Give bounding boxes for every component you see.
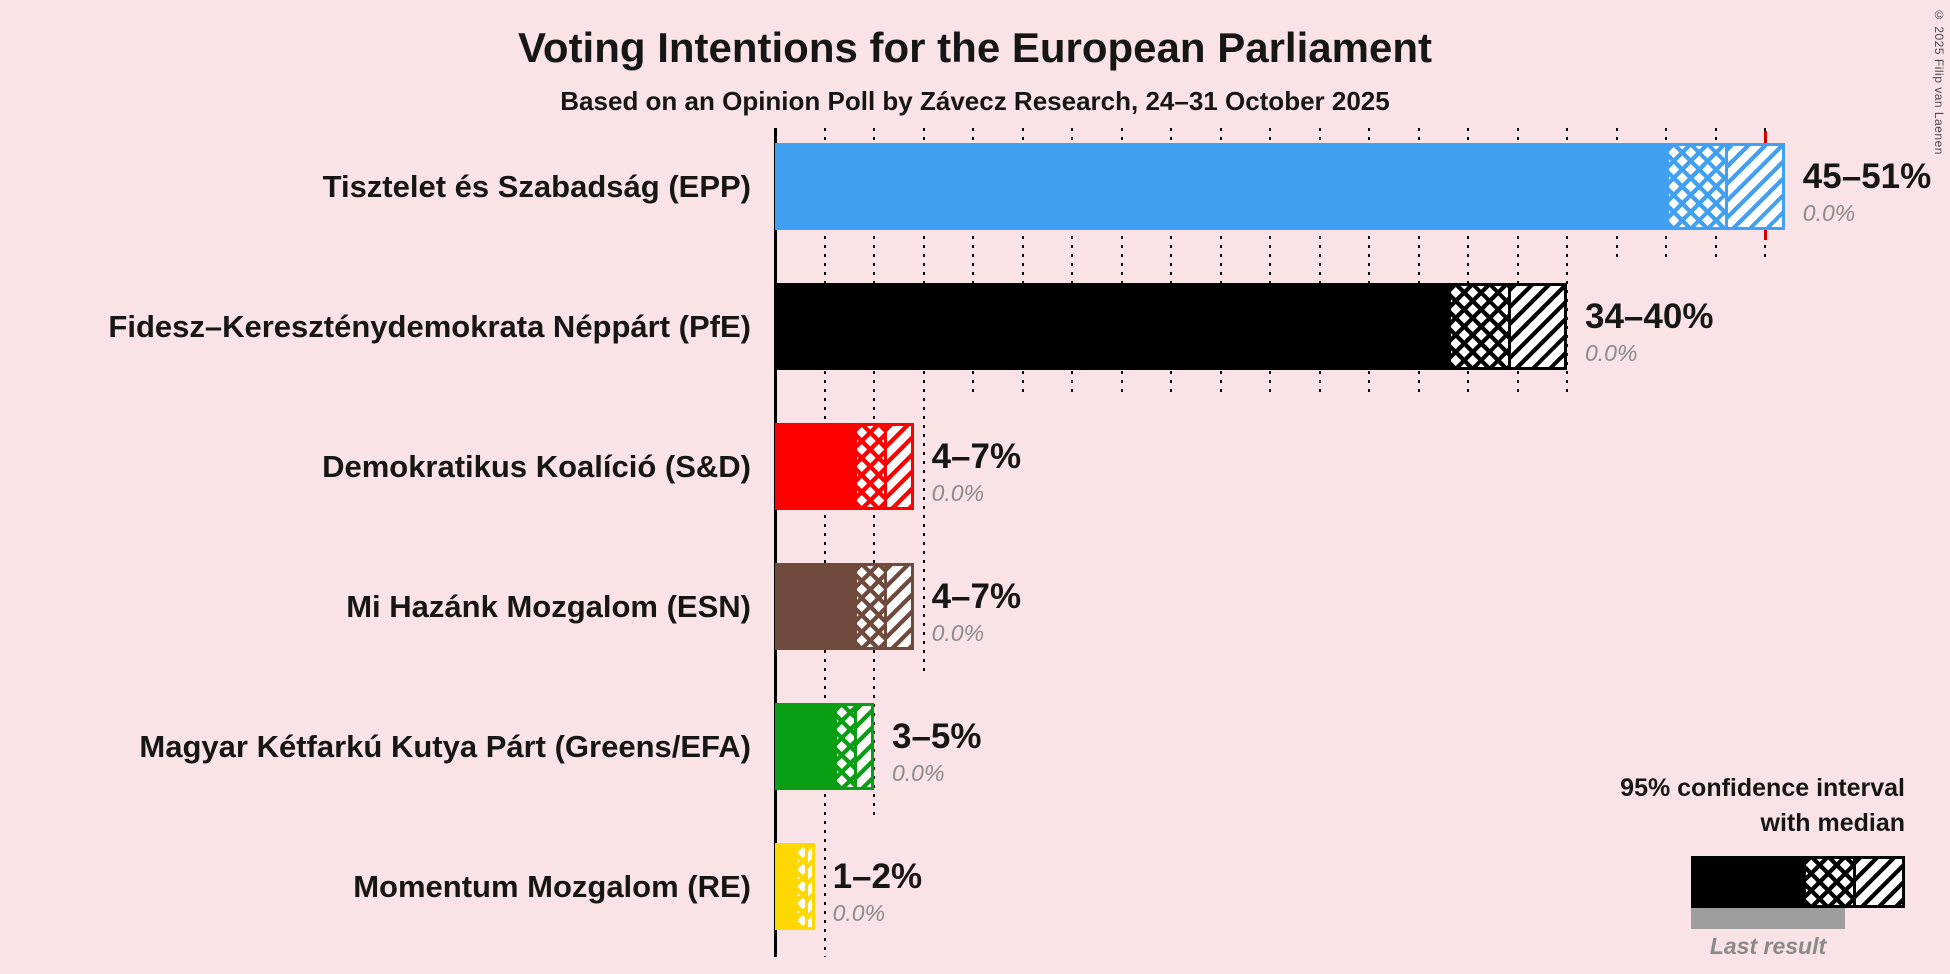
legend-upper-hatch: [1856, 859, 1902, 905]
legend-lower-hatch: [1806, 859, 1856, 905]
range-label: 4–7%: [931, 577, 1022, 616]
ci-upper-half-hatch: [886, 426, 911, 507]
ci-upper-half-hatch: [1510, 286, 1564, 367]
gridline: [1417, 128, 1420, 397]
legend-ci-text: 95% confidence interval with median: [1620, 771, 1905, 841]
last-result-value: 0.0%: [892, 760, 945, 786]
bar-solid-segment: [775, 283, 1449, 370]
ci-upper-half-hatch: [857, 706, 871, 787]
ci-upper-half-hatch: [886, 566, 911, 647]
bar-confidence-interval: [1666, 143, 1785, 230]
bar-confidence-interval: [854, 423, 914, 510]
legend-ci-hatch-box: [1803, 856, 1905, 908]
party-label: Momentum Mozgalom (RE): [353, 869, 751, 904]
legend-last-result-bar: [1691, 908, 1845, 929]
gridline: [1516, 128, 1519, 397]
gridline: [1368, 128, 1370, 397]
range-label: 34–40%: [1585, 297, 1714, 336]
legend-ci-line2: with median: [1760, 809, 1905, 837]
ci-upper-half-hatch: [1728, 146, 1782, 227]
bar-confidence-interval: [834, 703, 874, 790]
party-label: Tisztelet és Szabadság (EPP): [322, 169, 751, 204]
ci-lower-half-hatch: [1451, 286, 1511, 367]
gridline: [1318, 128, 1321, 397]
legend-ci-bar: [1691, 856, 1905, 908]
ci-upper-half-hatch: [807, 846, 812, 927]
bar-confidence-interval: [854, 563, 914, 650]
copyright-note: © 2025 Filip van Laenen: [1932, 8, 1946, 155]
bar-confidence-interval: [794, 843, 815, 930]
legend-last-result-label: Last result: [1709, 933, 1827, 959]
ci-lower-half-hatch: [837, 706, 858, 787]
gridline: [1219, 128, 1222, 397]
range-label: 1–2%: [832, 857, 923, 896]
chart-title: Voting Intentions for the European Parli…: [518, 24, 1432, 71]
gridline: [1269, 128, 1271, 397]
bar-solid-segment: [775, 423, 855, 510]
ci-lower-half-hatch: [857, 566, 887, 647]
bar-solid-segment: [775, 143, 1666, 230]
gridline: [1021, 128, 1024, 397]
legend-solid-segment: [1691, 856, 1803, 908]
range-label: 3–5%: [892, 717, 982, 756]
last-result-value: 0.0%: [1802, 200, 1856, 226]
last-result-value: 0.0%: [931, 620, 985, 646]
gridline: [1467, 128, 1469, 397]
last-result-value: 0.0%: [931, 480, 985, 506]
bar-solid-segment: [775, 563, 855, 650]
gridline: [1566, 128, 1568, 397]
ci-lower-half-hatch: [857, 426, 887, 507]
last-result-value: 0.0%: [832, 900, 886, 926]
bar-confidence-interval: [1448, 283, 1567, 370]
bar-solid-segment: [775, 703, 835, 790]
last-result-value: 0.0%: [1585, 340, 1638, 366]
legend-ci-line1: 95% confidence interval: [1620, 774, 1905, 802]
range-label: 45–51%: [1802, 157, 1932, 196]
party-label: Demokratikus Koalíció (S&D): [322, 449, 751, 484]
range-label: 4–7%: [931, 437, 1022, 476]
gridline: [972, 128, 974, 397]
gridline: [1170, 128, 1172, 397]
ci-lower-half-hatch: [797, 846, 808, 927]
gridline: [1120, 128, 1123, 397]
ci-lower-half-hatch: [1669, 146, 1729, 227]
party-label: Magyar Kétfarkú Kutya Párt (Greens/EFA): [139, 729, 751, 764]
zero-axis-line: [774, 128, 777, 957]
party-label: Mi Hazánk Mozgalom (ESN): [346, 589, 751, 624]
chart-subtitle: Based on an Opinion Poll by Závecz Resea…: [560, 86, 1390, 116]
party-label: Fidesz–Kereszténydemokrata Néppárt (PfE): [108, 309, 751, 344]
gridline: [823, 128, 826, 957]
bar-solid-segment: [775, 843, 795, 930]
gridline: [922, 128, 925, 677]
gridline: [1071, 128, 1073, 397]
